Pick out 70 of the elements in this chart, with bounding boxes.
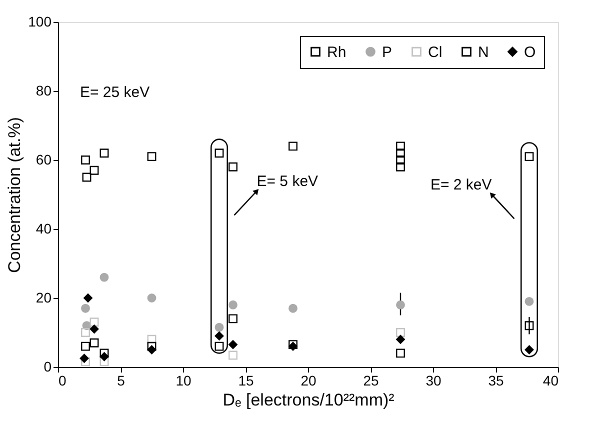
point: [396, 148, 405, 158]
legend-label: P: [382, 44, 392, 61]
point: [228, 340, 238, 350]
point: [396, 348, 405, 358]
point: [214, 342, 224, 351]
annotation: E= 2 keV: [430, 176, 492, 194]
x-tick-label: 0: [58, 372, 66, 388]
point: [90, 166, 99, 175]
point: [214, 148, 224, 158]
legend-label: O: [524, 44, 536, 61]
point: [396, 334, 405, 344]
x-tick-label: 35: [488, 372, 504, 388]
legend-label: N: [478, 44, 489, 61]
point: [396, 156, 405, 164]
y-axis-title: Concentration (at.%): [5, 117, 24, 273]
point: [82, 172, 92, 182]
point: [81, 328, 90, 337]
point: [228, 350, 238, 360]
annotation: E= 5 keV: [256, 173, 318, 190]
point: [147, 152, 156, 162]
point: [100, 272, 109, 282]
point: [81, 156, 90, 164]
point: [228, 162, 238, 172]
point: [214, 322, 224, 332]
point: [100, 357, 109, 366]
point: [147, 334, 156, 344]
point: [90, 338, 99, 348]
point: [147, 345, 156, 354]
x-tick-label: 25: [363, 372, 379, 388]
point: [90, 324, 99, 334]
x-tick-label: 40: [542, 372, 559, 388]
x-tick-label: 30: [426, 372, 442, 388]
y-tick-label: 80: [36, 82, 52, 98]
y-tick-label: 100: [28, 14, 52, 30]
annotation: E= 25 keV: [80, 84, 150, 101]
legend-label: Cl: [428, 44, 442, 61]
y-tick-label: 60: [36, 152, 52, 168]
point: [396, 142, 405, 151]
y-tick-label: 20: [36, 290, 52, 306]
point: [228, 314, 238, 324]
point: [214, 331, 224, 340]
legend-label: Rh: [327, 44, 346, 61]
point: [524, 296, 534, 306]
point: [228, 300, 238, 310]
point: [288, 304, 298, 313]
point: [80, 354, 89, 363]
x-tick-label: 5: [117, 372, 126, 388]
point: [81, 304, 90, 313]
y-tick-label: 40: [36, 220, 52, 236]
x-tick-label: 20: [300, 372, 316, 388]
point: [84, 294, 92, 302]
point: [147, 342, 156, 351]
point: [100, 148, 109, 158]
point: [396, 162, 405, 172]
point: [90, 318, 99, 327]
y-tick-label: 0: [44, 358, 52, 374]
point: [396, 300, 405, 310]
point: [288, 142, 298, 151]
point: [147, 294, 156, 302]
point: [524, 345, 534, 354]
point: [100, 348, 109, 358]
point: [396, 328, 405, 337]
point: [81, 357, 90, 366]
point: [524, 152, 534, 162]
x-tick-label: 10: [176, 372, 192, 388]
point: [524, 321, 534, 330]
x-axis-title: Dₑ [electrons/10²²mm)²: [222, 390, 395, 410]
x-tick-label: 15: [238, 372, 254, 388]
point: [100, 352, 109, 362]
point: [81, 342, 90, 351]
